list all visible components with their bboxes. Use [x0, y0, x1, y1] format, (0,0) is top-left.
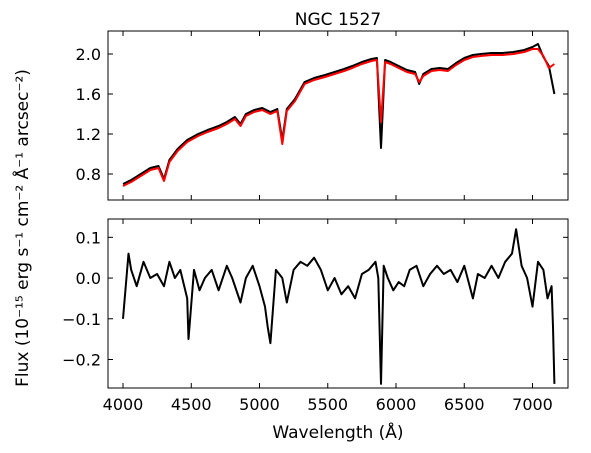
x-tick-label: 7000: [512, 395, 553, 414]
y-tick-label: −0.2: [62, 350, 101, 369]
y-tick-label: 2.0: [76, 45, 101, 64]
y-tick-label: 0.0: [76, 269, 101, 288]
spectrum-series-0: [122, 43, 556, 185]
top-panel-spectrum-fit: 0.8 1.2 1.6 2.0: [76, 30, 569, 201]
y-tick-label: 0.8: [76, 165, 101, 184]
spectrum-series-1: [122, 48, 555, 187]
residual-series-0: [122, 228, 556, 385]
x-tick-label: 4000: [103, 395, 144, 414]
x-tick-label: 6500: [444, 395, 485, 414]
x-tick-label: 6000: [376, 395, 417, 414]
x-tick-label: 5500: [307, 395, 348, 414]
x-tick-label: 4500: [171, 395, 212, 414]
x-axis-label: Wavelength (Å): [272, 421, 403, 443]
bottom-panel-residuals: −0.2 −0.1 0.0 0.1 4000 4500 5000 5500 6000 6500 70…: [62, 218, 569, 414]
plot-frame: [107, 30, 569, 201]
chart-title: NGC 1527: [295, 10, 381, 30]
y-tick-label: −0.1: [62, 310, 101, 329]
y-axis-label: Flux (10⁻¹⁵ erg s⁻¹ cm⁻² Å⁻¹ arcsec⁻²): [11, 69, 33, 387]
y-tick-label: 1.2: [76, 125, 101, 144]
x-tick-label: 5000: [239, 395, 280, 414]
y-tick-label: 0.1: [76, 228, 101, 247]
y-tick-label: 1.6: [76, 85, 101, 104]
plot-frame: [107, 218, 569, 389]
